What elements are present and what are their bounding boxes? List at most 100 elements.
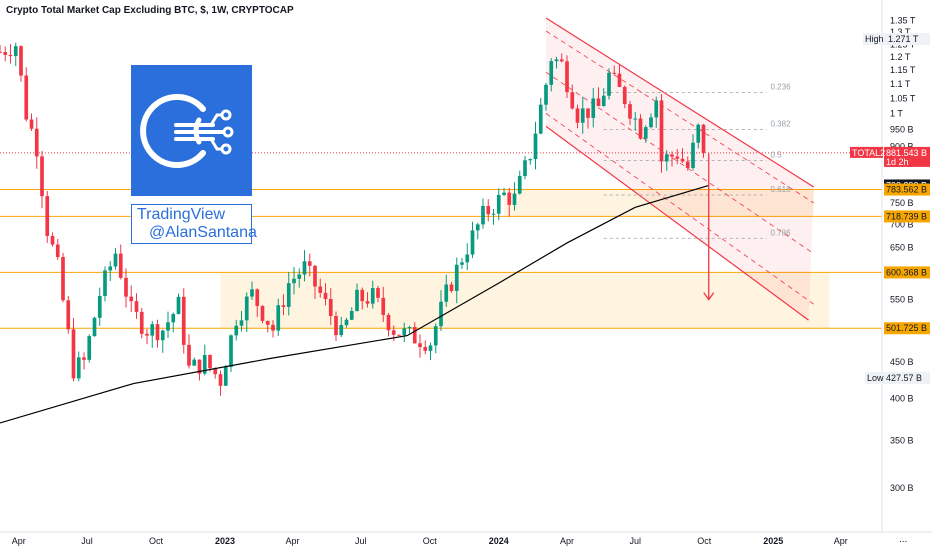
low-value: 427.57 B (886, 373, 922, 383)
descending-channel (545, 17, 815, 321)
candle-body (197, 359, 202, 374)
candle-body (685, 161, 690, 168)
candle-body (145, 333, 149, 336)
candle-body (617, 73, 622, 87)
candle-body (355, 289, 359, 312)
candle-body (696, 124, 701, 143)
symbol-tag-bg (850, 146, 883, 158)
candle-body (124, 277, 128, 297)
candle-body (82, 357, 86, 360)
candle-body (491, 213, 496, 215)
y-tick-label: 1.2 T (890, 52, 911, 62)
high-value-bg (884, 33, 930, 46)
candle-body (323, 292, 328, 300)
y-tick-label: 650 B (890, 243, 914, 253)
candle-body (302, 261, 307, 275)
candle-body (29, 119, 34, 129)
candle-body (255, 289, 260, 306)
candle-body (61, 257, 65, 301)
y-tick-label: 1.1 T (890, 79, 911, 89)
candle-body (13, 46, 18, 57)
candle-body (670, 154, 674, 157)
candle-body (523, 160, 527, 177)
fib-level-label: 0.618 (771, 185, 792, 194)
level-600-tag-bg (884, 266, 930, 279)
y-tick-label: 900 B (890, 141, 914, 151)
candle-body (307, 261, 312, 266)
candle-body (160, 330, 165, 341)
candle-body (108, 266, 113, 271)
low-value-bg (884, 371, 930, 384)
fib-level-label: 0.786 (771, 228, 792, 237)
x-tick-label: Oct (423, 536, 438, 546)
candle-body (680, 158, 685, 162)
candle-body (187, 344, 191, 366)
candle-body (691, 142, 695, 168)
channel-inner-dashed-line (545, 113, 814, 305)
current-price-tag-bg (884, 146, 930, 167)
candle-body (554, 59, 559, 62)
candle-body (580, 108, 585, 123)
candle-body (150, 324, 155, 336)
candle-body (260, 305, 265, 321)
candle-body (208, 354, 212, 369)
moving-average-200w (0, 184, 709, 424)
candle-body (628, 104, 632, 119)
candle-body (412, 326, 417, 344)
candle-body (276, 305, 281, 331)
candle-body (118, 253, 123, 278)
candle-body (344, 319, 349, 326)
level-501-tag-bg (884, 322, 930, 335)
brand-logo (131, 65, 252, 196)
candle-body (507, 192, 512, 205)
x-tick-label: 2023 (215, 536, 235, 546)
candle-body (213, 368, 218, 375)
x-tick-label: Apr (834, 536, 848, 546)
channel-inner-dashed-line (545, 30, 814, 204)
candle-body (596, 98, 601, 106)
x-tick-label: Oct (149, 536, 164, 546)
x-tick-label: 2025 (763, 536, 783, 546)
candle-body (176, 296, 181, 315)
candle-body (475, 224, 480, 231)
candle-body (87, 336, 92, 360)
high-value: 1.271 T (888, 34, 919, 44)
candle-body (50, 235, 55, 245)
more-options-icon[interactable]: ... (899, 534, 908, 545)
candle-body (449, 284, 454, 291)
candle-body (19, 46, 23, 76)
candle-body (423, 347, 428, 351)
candlestick-series (0, 42, 706, 396)
candle-body (8, 54, 13, 57)
candle-body (470, 230, 475, 255)
candle-body (45, 196, 50, 236)
candle-body (171, 314, 176, 323)
candle-body (533, 133, 538, 160)
candle-body (97, 295, 102, 318)
fib-level-label: 0.5 (771, 151, 783, 160)
candle-body (643, 127, 648, 139)
high-label: High (865, 34, 884, 44)
candle-body (229, 335, 233, 367)
candle-body (250, 289, 254, 297)
candle-body (575, 108, 580, 123)
candle-body (202, 354, 207, 374)
candle-body (55, 244, 60, 258)
projection-arrow-head (703, 292, 715, 301)
candle-body (486, 205, 491, 215)
candle-body (465, 254, 470, 263)
channel-fill (546, 18, 814, 321)
candle-body (3, 52, 8, 55)
brand-text-box: TradingView @AlanSantana (131, 204, 257, 244)
candle-body (607, 72, 611, 96)
high-label-bg (863, 33, 885, 46)
level-600-tag: 600.368 B (886, 267, 927, 277)
brand-name: TradingView (137, 206, 226, 223)
candle-body (570, 92, 575, 109)
candle-body (433, 326, 438, 346)
brand-author: @AlanSantana (149, 224, 257, 241)
candle-body (0, 51, 2, 53)
candle-body (622, 86, 627, 105)
